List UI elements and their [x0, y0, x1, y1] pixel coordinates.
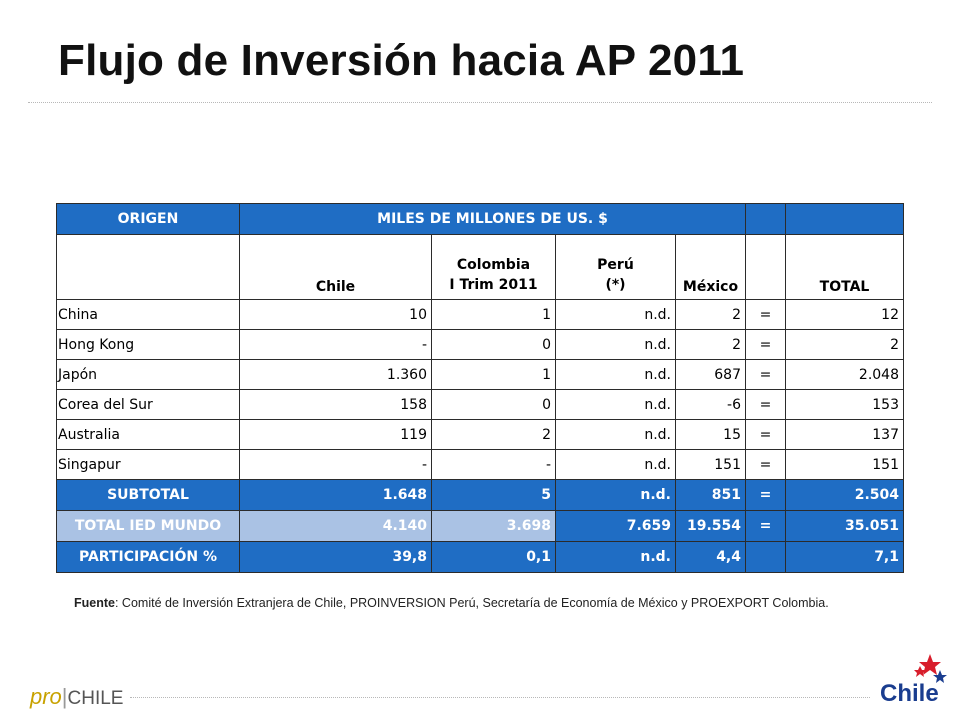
table-body: China 10 1 n.d. 2 = 12 Hong Kong -0 n.d. 2 = 2 Japón 1…: [56, 299, 904, 480]
cell-total: 137: [785, 419, 904, 450]
slide-title: Flujo de Inversión hacia AP 2011: [58, 36, 745, 85]
header-units: MILES DE MILLONES DE US. $: [239, 203, 746, 235]
total-world-mexico: 19.554: [675, 510, 746, 542]
subtotal-colombia: 5: [431, 479, 556, 511]
column-peru: Perú (*): [555, 234, 676, 300]
table-row: Japón 1.360 1 n.d. 687 = 2.048: [56, 359, 904, 390]
cell-peru: n.d.: [555, 419, 676, 450]
cell-chile: 119: [239, 419, 432, 450]
chile-brand-text: Chile: [880, 680, 939, 707]
participation-eq: [745, 541, 786, 573]
cell-origin: Hong Kong: [56, 329, 240, 360]
table-row: Singapur - - n.d. 151 = 151: [56, 449, 904, 480]
source-text: : Comité de Inversión Extranjera de Chil…: [114, 596, 829, 610]
title-divider: [28, 102, 932, 103]
cell-chile: 158: [239, 389, 432, 420]
prochile-logo: pro|CHILE: [30, 684, 124, 709]
subtotal-peru: n.d.: [555, 479, 676, 511]
cell-total: 2: [785, 329, 904, 360]
table-row: Corea del Sur 158 0 n.d. -6 = 153: [56, 389, 904, 420]
cell-eq: =: [745, 359, 786, 390]
cell-mexico: -6: [675, 389, 746, 420]
cell-origin: Australia: [56, 419, 240, 450]
table-header-row: ORIGEN MILES DE MILLONES DE US. $: [56, 203, 904, 235]
total-world-eq: =: [745, 510, 786, 542]
participation-row: PARTICIPACIÓN % 39,8 0,1 n.d. 4,4 7,1: [56, 541, 904, 573]
cell-chile: 1.360: [239, 359, 432, 390]
cell-chile: -: [239, 329, 432, 360]
chile-brand-icon: [914, 654, 947, 683]
cell-peru: n.d.: [555, 359, 676, 390]
source-note: Fuente: Comité de Inversión Extranjera d…: [74, 594, 834, 612]
participation-mexico: 4,4: [675, 541, 746, 573]
participation-peru: n.d.: [555, 541, 676, 573]
cell-total: 153: [785, 389, 904, 420]
cell-mexico: 15: [675, 419, 746, 450]
table-row: Australia 119 2 n.d. 15 = 137: [56, 419, 904, 450]
cell-peru: n.d.: [555, 299, 676, 330]
footer-divider: [130, 697, 870, 698]
cell-eq: =: [745, 419, 786, 450]
cell-chile: -: [239, 449, 432, 480]
column-colombia: Colombia I Trim 2011: [431, 234, 556, 300]
column-total: TOTAL: [785, 234, 904, 300]
cell-eq: =: [745, 449, 786, 480]
investment-table: ORIGEN MILES DE MILLONES DE US. $ Chile …: [56, 203, 904, 573]
total-world-chile: 4.140: [239, 510, 432, 542]
cell-peru: n.d.: [555, 449, 676, 480]
subtotal-label: SUBTOTAL: [56, 479, 240, 511]
subtotal-eq: =: [745, 479, 786, 511]
total-world-row: TOTAL IED MUNDO 4.140 3.698 7.659 19.554…: [56, 510, 904, 542]
column-chile: Chile: [239, 234, 432, 300]
participation-total: 7,1: [785, 541, 904, 573]
subtotal-total: 2.504: [785, 479, 904, 511]
source-label: Fuente: [74, 596, 115, 610]
header-blank: [745, 203, 786, 235]
cell-eq: =: [745, 299, 786, 330]
participation-chile: 39,8: [239, 541, 432, 573]
cell-chile: 10: [239, 299, 432, 330]
cell-mexico: 151: [675, 449, 746, 480]
total-world-colombia: 3.698: [431, 510, 556, 542]
header-blank: [785, 203, 904, 235]
participation-colombia: 0,1: [431, 541, 556, 573]
subheader-blank: [56, 234, 240, 300]
cell-total: 2.048: [785, 359, 904, 390]
cell-eq: =: [745, 389, 786, 420]
total-world-total: 35.051: [785, 510, 904, 542]
cell-mexico: 2: [675, 329, 746, 360]
cell-colombia: 2: [431, 419, 556, 450]
cell-origin: Japón: [56, 359, 240, 390]
subtotal-row: SUBTOTAL 1.648 5 n.d. 851 = 2.504: [56, 479, 904, 511]
cell-origin: China: [56, 299, 240, 330]
cell-origin: Corea del Sur: [56, 389, 240, 420]
table-row: Hong Kong -0 n.d. 2 = 2: [56, 329, 904, 360]
total-world-peru: 7.659: [555, 510, 676, 542]
cell-total: 151: [785, 449, 904, 480]
subtotal-mexico: 851: [675, 479, 746, 511]
cell-total: 12: [785, 299, 904, 330]
cell-peru: n.d.: [555, 329, 676, 360]
cell-colombia: -: [431, 449, 556, 480]
cell-eq: =: [745, 329, 786, 360]
header-origin: ORIGEN: [56, 203, 240, 235]
subheader-blank: [745, 234, 786, 300]
subtotal-chile: 1.648: [239, 479, 432, 511]
participation-label: PARTICIPACIÓN %: [56, 541, 240, 573]
total-world-label: TOTAL IED MUNDO: [56, 510, 240, 542]
cell-colombia: 1: [431, 359, 556, 390]
table-subheader-row: Chile Colombia I Trim 2011 Perú (*) México…: [56, 234, 904, 300]
table-row: China 10 1 n.d. 2 = 12: [56, 299, 904, 330]
cell-colombia: 0: [431, 329, 556, 360]
cell-mexico: 2: [675, 299, 746, 330]
cell-mexico: 687: [675, 359, 746, 390]
cell-colombia: 1: [431, 299, 556, 330]
column-mexico: México: [675, 234, 746, 300]
cell-peru: n.d.: [555, 389, 676, 420]
cell-origin: Singapur: [56, 449, 240, 480]
cell-colombia: 0: [431, 389, 556, 420]
